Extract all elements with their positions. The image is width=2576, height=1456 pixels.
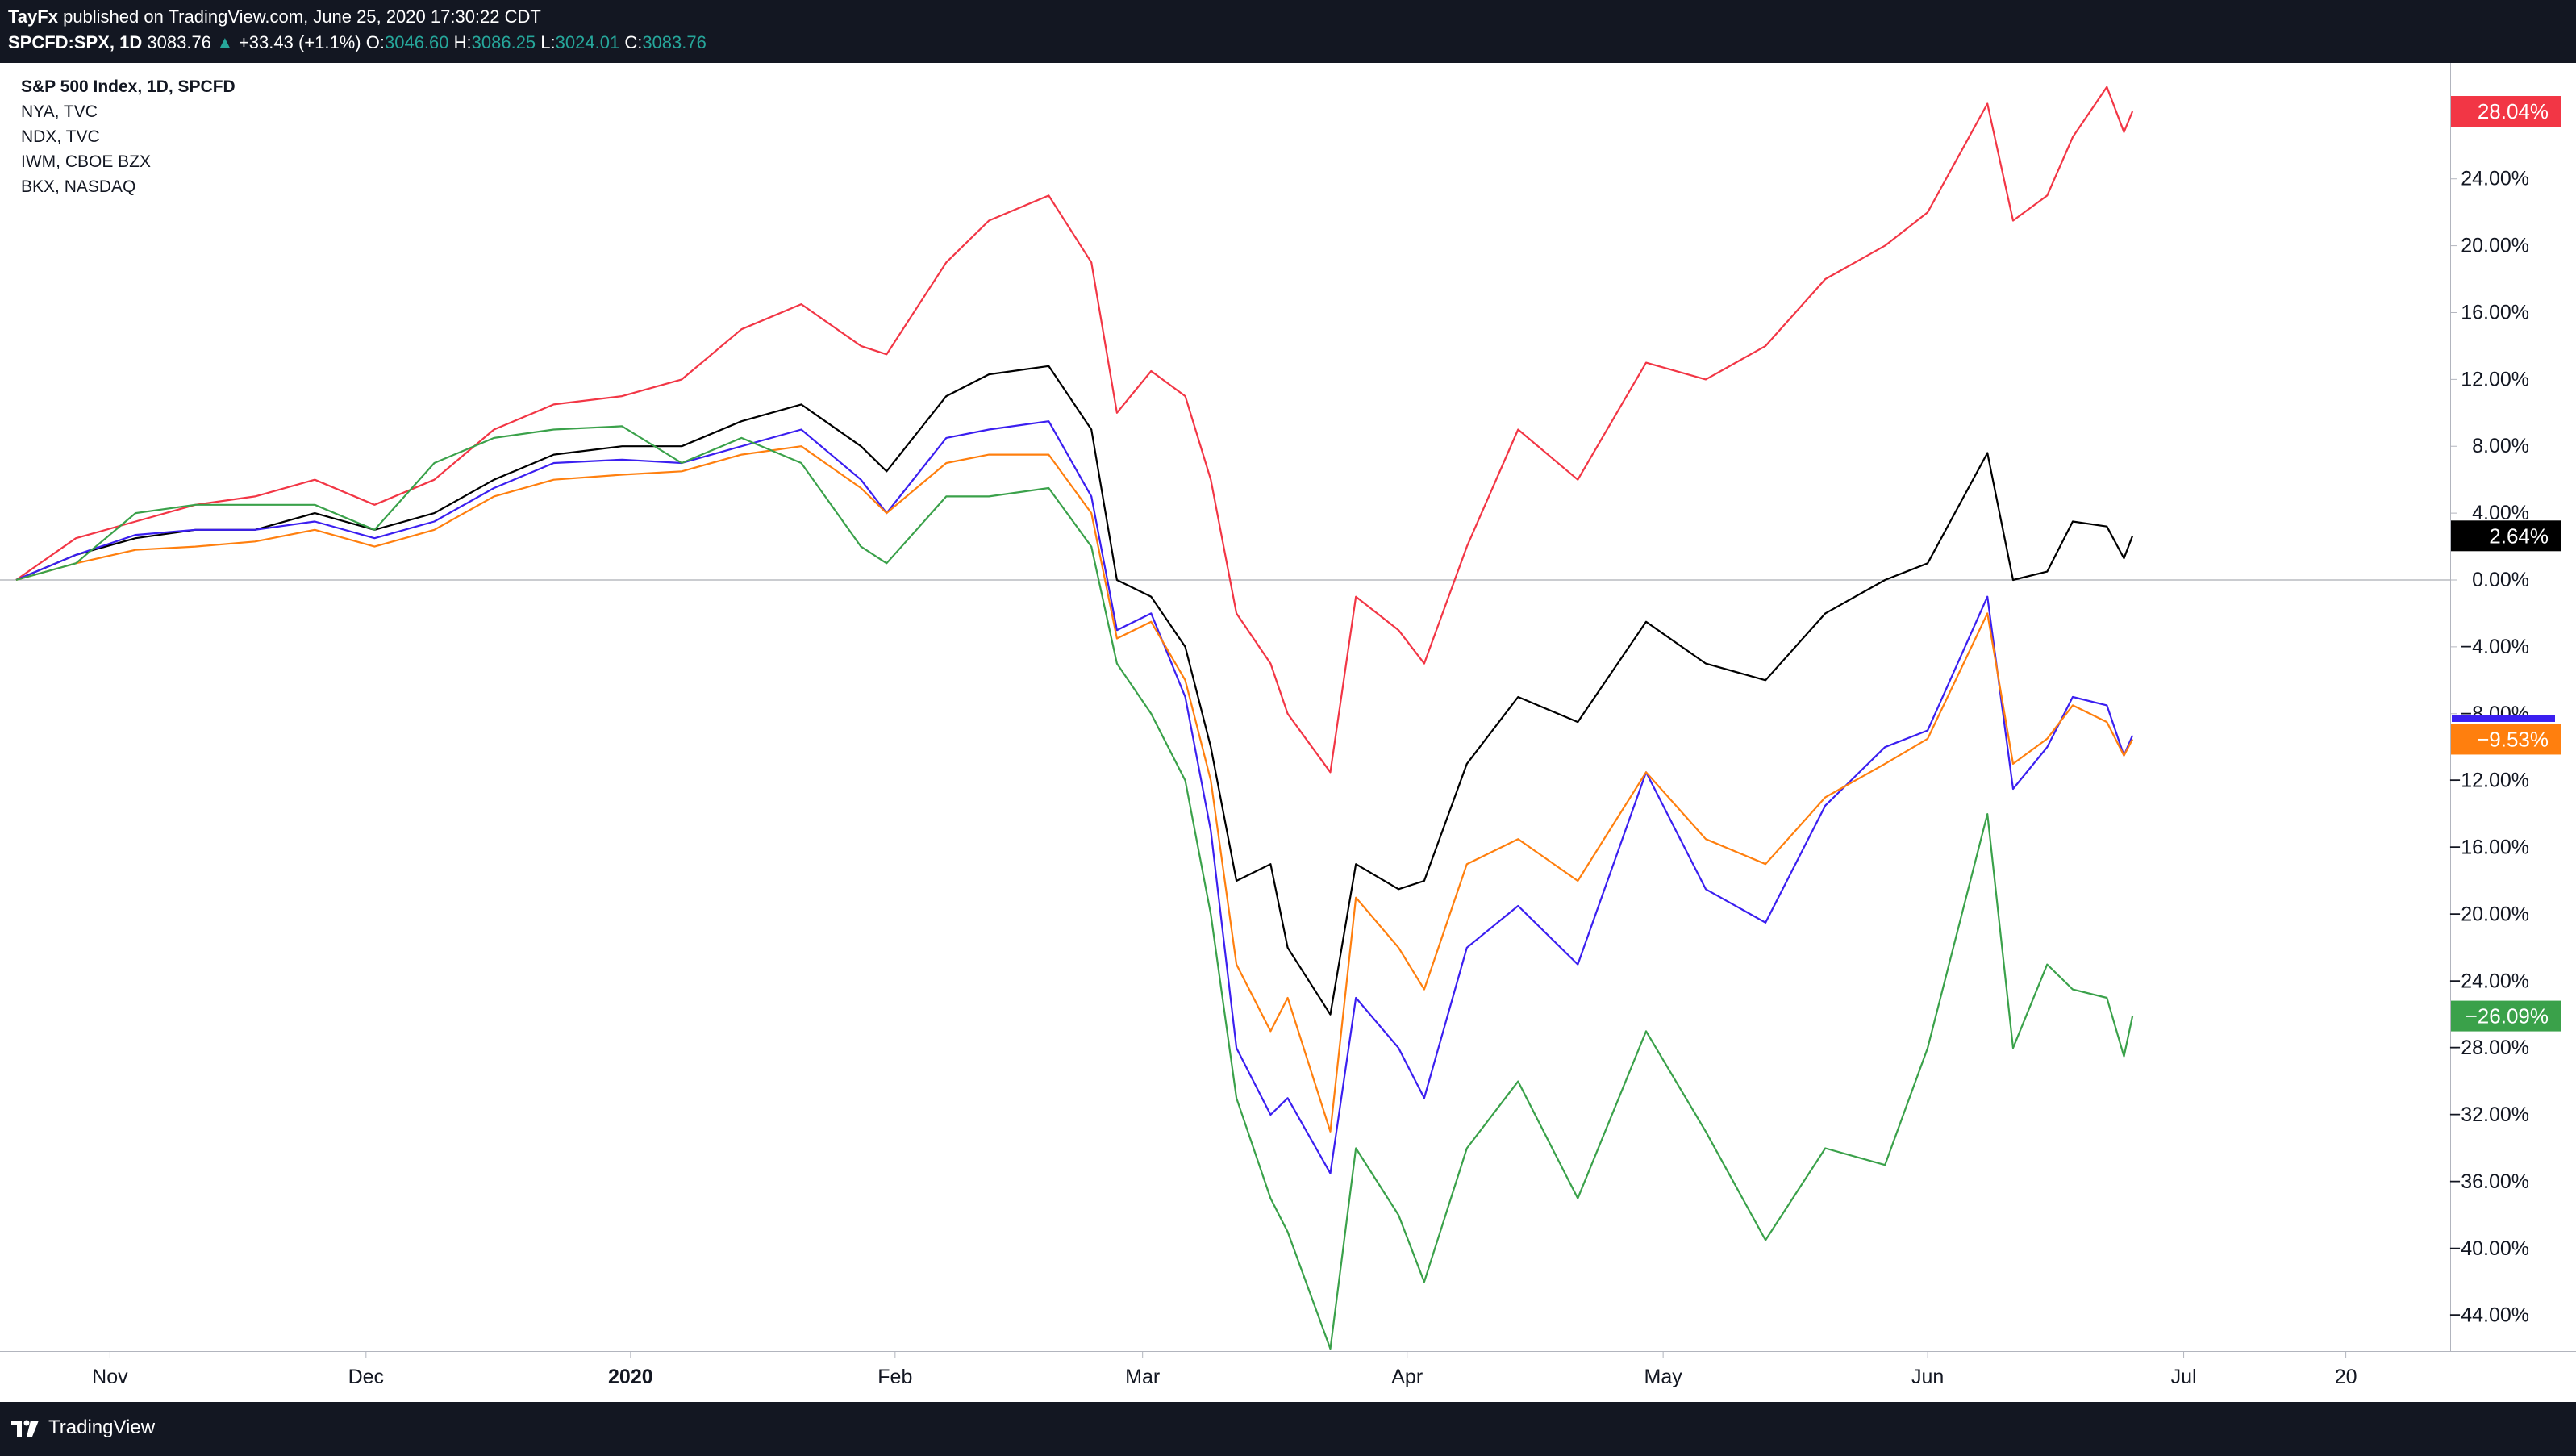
series-line-4[interactable] — [15, 445, 2134, 1133]
last-value-label-bg — [2451, 520, 2561, 552]
legend-item[interactable]: BKX, NASDAQ — [21, 177, 136, 196]
header-bar: TayFx published on TradingView.com, June… — [0, 0, 2576, 63]
series-line-2[interactable] — [15, 86, 2134, 774]
x-tick-label: 20 — [2335, 1366, 2357, 1388]
close-value: 3083.76 — [642, 32, 707, 52]
legend-item[interactable]: IWM, CBOE BZX — [21, 152, 152, 171]
legend: S&P 500 Index, 1D, SPCFD NYA, TVC NDX, TVC… — [21, 74, 236, 199]
y-tick-label: −28.00% — [2449, 1037, 2529, 1059]
y-tick-label: −16.00% — [2449, 836, 2529, 859]
y-tick-label: 24.00% — [2461, 168, 2529, 190]
legend-item[interactable]: NDX, TVC — [21, 127, 100, 146]
series-line-1[interactable] — [15, 365, 2134, 1016]
y-tick-label: 16.00% — [2461, 301, 2529, 323]
low-value: 3024.01 — [555, 32, 620, 52]
last-value-label-bg — [2451, 96, 2561, 127]
footer-bar: TradingView — [0, 1402, 2576, 1456]
publish-text: published on TradingView.com, June 25, 2… — [63, 6, 541, 27]
series-line-3[interactable] — [15, 420, 2134, 1174]
last-value-label: −26.09% — [2466, 1004, 2549, 1028]
y-tick-label: 0.00% — [2472, 569, 2529, 591]
ohlc-bar: SPCFD:SPX, 1D 3083.76 ▲ +33.43 (+1.1%) O… — [8, 31, 707, 55]
legend-item[interactable]: S&P 500 Index, 1D, SPCFD — [21, 77, 236, 96]
last-value-label-bg — [2451, 724, 2561, 755]
y-tick-label: −40.00% — [2449, 1237, 2529, 1260]
publish-info: TayFx published on TradingView.com, June… — [8, 5, 541, 29]
close-label: C: — [624, 32, 643, 52]
tradingview-logo[interactable]: TradingView — [10, 1416, 155, 1439]
tradingview-logo-icon — [11, 1420, 39, 1437]
last-value-label: 28.04% — [2478, 99, 2549, 123]
x-tick-label: Dec — [348, 1366, 384, 1388]
x-tick-label: May — [1644, 1366, 1683, 1388]
high-value: 3086.25 — [471, 32, 536, 52]
author-name[interactable]: TayFx — [8, 6, 58, 27]
x-tick-label: Apr — [1391, 1366, 1423, 1388]
high-label: H: — [453, 32, 472, 52]
y-tick-label: −20.00% — [2449, 903, 2529, 925]
brand-name: TradingView — [48, 1416, 156, 1438]
chart-svg[interactable]: 24.00%20.00%16.00%12.00%8.00%4.00%0.00%−… — [0, 63, 2576, 1402]
y-tick-label: 20.00% — [2461, 235, 2529, 257]
x-tick-label: Mar — [1125, 1366, 1160, 1388]
x-tick-label: Nov — [92, 1366, 128, 1388]
x-tick-label: Jun — [1911, 1366, 1944, 1388]
triangle-up-icon: ▲ — [216, 32, 234, 52]
x-tick-label: Feb — [877, 1366, 912, 1388]
price-change: +33.43 (+1.1%) — [238, 32, 361, 52]
last-value-label: 2.64% — [2489, 524, 2549, 548]
last-value-label: −9.53% — [2477, 727, 2549, 751]
last-value-label-bg — [2451, 1000, 2561, 1032]
x-tick-label: 2020 — [608, 1366, 653, 1388]
y-tick-label: −32.00% — [2449, 1103, 2529, 1126]
y-tick-label: 8.00% — [2472, 435, 2529, 457]
symbol-label: SPCFD:SPX, 1D — [8, 32, 143, 52]
open-value: 3046.60 — [384, 32, 449, 52]
y-tick-label: −12.00% — [2449, 770, 2529, 792]
y-tick-label: −4.00% — [2461, 636, 2530, 658]
series-line-5[interactable] — [15, 425, 2134, 1350]
y-tick-label: −24.00% — [2449, 970, 2529, 992]
y-tick-label: 12.00% — [2461, 368, 2529, 390]
x-tick-label: Jul — [2171, 1366, 2197, 1388]
y-tick-label: −44.00% — [2449, 1304, 2529, 1327]
open-label: O: — [365, 32, 385, 52]
legend-item[interactable]: NYA, TVC — [21, 102, 98, 121]
last-price: 3083.76 — [147, 32, 211, 52]
ndx-last-value-marker — [2452, 715, 2555, 722]
low-label: L: — [540, 32, 556, 52]
chart-area[interactable]: 24.00% 20.00% 16.00% 12.00% 8.00% 4.00% 0.00% −… — [0, 63, 2576, 1402]
y-tick-label: −36.00% — [2449, 1170, 2529, 1193]
